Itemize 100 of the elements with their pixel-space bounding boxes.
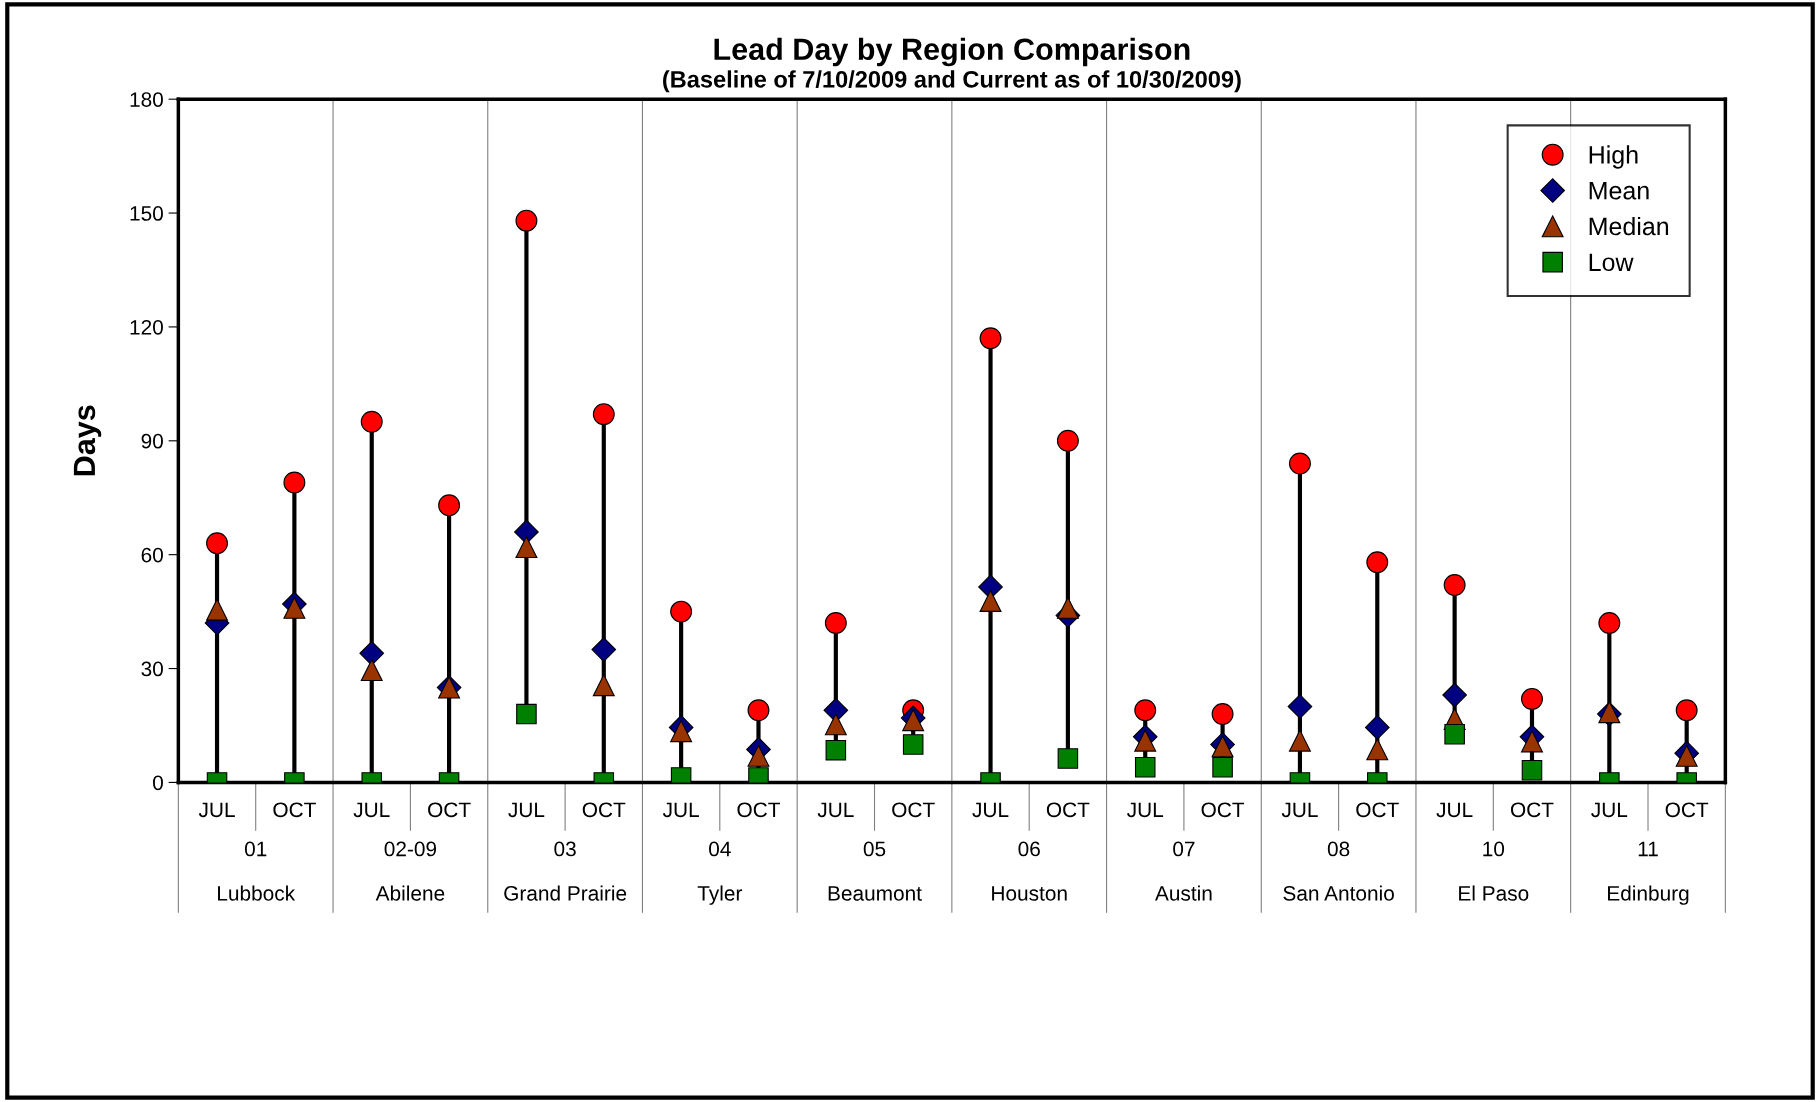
point	[1056, 596, 1079, 619]
point	[206, 532, 229, 555]
x-tick-label: JUL	[353, 802, 390, 818]
point	[979, 327, 1002, 350]
point	[1366, 551, 1389, 574]
text: Abilene	[375, 885, 445, 901]
point	[747, 744, 770, 767]
point	[824, 713, 847, 736]
point	[1057, 748, 1079, 769]
point	[902, 734, 924, 755]
legend-label: Low	[1589, 253, 1634, 272]
point	[360, 410, 383, 433]
y-tick-label: 90	[141, 433, 163, 449]
point	[1521, 730, 1543, 753]
legend-label: High	[1589, 145, 1638, 169]
point	[1598, 612, 1621, 634]
x-tick-label: OCT	[582, 802, 626, 818]
point	[1442, 682, 1467, 708]
text: 02-09	[384, 841, 437, 857]
text: Tyler	[697, 885, 743, 905]
point	[1443, 574, 1466, 597]
point	[206, 598, 229, 621]
y-tick-label: 120	[130, 319, 163, 335]
point	[360, 659, 383, 682]
text: Beaumont	[828, 886, 922, 901]
point	[516, 703, 537, 725]
x-tick-label: JUL	[817, 802, 854, 818]
point	[1675, 699, 1698, 722]
x-tick-label: OCT	[1201, 802, 1245, 818]
point	[1521, 759, 1543, 781]
text: Lubbock	[218, 885, 296, 901]
point	[359, 641, 385, 666]
point	[592, 403, 615, 426]
text: 07	[1173, 841, 1195, 857]
x-tick-label: JUL	[1591, 802, 1628, 818]
x-tick-label: JUL	[972, 802, 1009, 818]
legend-label: Mean	[1589, 182, 1649, 200]
point	[1056, 429, 1079, 452]
point	[670, 720, 693, 743]
x-tick-label: OCT	[1356, 802, 1399, 818]
point	[1288, 729, 1311, 752]
point	[1134, 756, 1156, 778]
y-tick-label: 180	[130, 92, 163, 107]
point	[1364, 715, 1390, 740]
x-tick-label: OCT	[273, 802, 316, 818]
x-tick-label: OCT	[1510, 802, 1554, 818]
text: San Antonio	[1283, 885, 1394, 901]
point	[515, 536, 538, 559]
point	[1134, 729, 1157, 752]
x-tick-label: OCT	[737, 802, 780, 818]
chart-title: Lead Day by Region Comparison	[714, 37, 1190, 67]
point	[1134, 699, 1157, 722]
x-tick-label: OCT	[1046, 802, 1090, 818]
y-tick-label: 150	[130, 206, 163, 221]
text: 04	[709, 841, 731, 857]
point	[1366, 738, 1389, 761]
text: 06	[1018, 841, 1040, 857]
text: Grand Prairie	[504, 885, 627, 901]
point	[825, 739, 847, 761]
text: 08	[1327, 841, 1350, 857]
x-tick-label: OCT	[1665, 802, 1709, 818]
point	[438, 494, 461, 517]
legend-label: Median	[1589, 216, 1669, 236]
point	[747, 699, 770, 722]
x-tick-label: JUL	[198, 802, 235, 818]
point	[1521, 687, 1543, 710]
point	[1444, 723, 1465, 745]
text: 03	[554, 841, 576, 857]
point	[1288, 452, 1311, 475]
y-tick-label: 60	[141, 547, 163, 563]
x-tick-label: JUL	[1436, 802, 1473, 818]
point	[283, 596, 306, 619]
text: 05	[863, 841, 886, 857]
point	[979, 590, 1002, 612]
x-tick-label: JUL	[508, 802, 545, 818]
x-tick-label: JUL	[1281, 802, 1318, 818]
x-tick-label: OCT	[892, 802, 935, 818]
y-tick-label: 0	[153, 775, 163, 791]
text: 01	[244, 841, 267, 857]
x-tick-label: JUL	[662, 802, 699, 818]
text: Houston	[992, 886, 1067, 901]
text: El Paso	[1459, 885, 1529, 901]
point	[1211, 703, 1234, 726]
text: 11	[1638, 841, 1658, 857]
point	[592, 674, 615, 697]
y-axis-title: Days	[73, 405, 102, 476]
text: Edinburg	[1608, 885, 1689, 905]
point	[591, 637, 617, 662]
text: Austin	[1155, 885, 1212, 901]
text: 10	[1483, 841, 1505, 857]
point	[824, 612, 847, 634]
point	[1287, 694, 1313, 719]
x-tick-label: OCT	[428, 802, 471, 818]
point	[515, 209, 538, 232]
point	[283, 471, 306, 494]
y-tick-label: 30	[141, 661, 163, 677]
point	[670, 600, 693, 623]
point	[1212, 756, 1233, 778]
x-tick-label: JUL	[1127, 802, 1164, 818]
chart-subtitle: (Baseline of 7/10/2009 and Current as of 10/30/2009)	[663, 70, 1241, 93]
